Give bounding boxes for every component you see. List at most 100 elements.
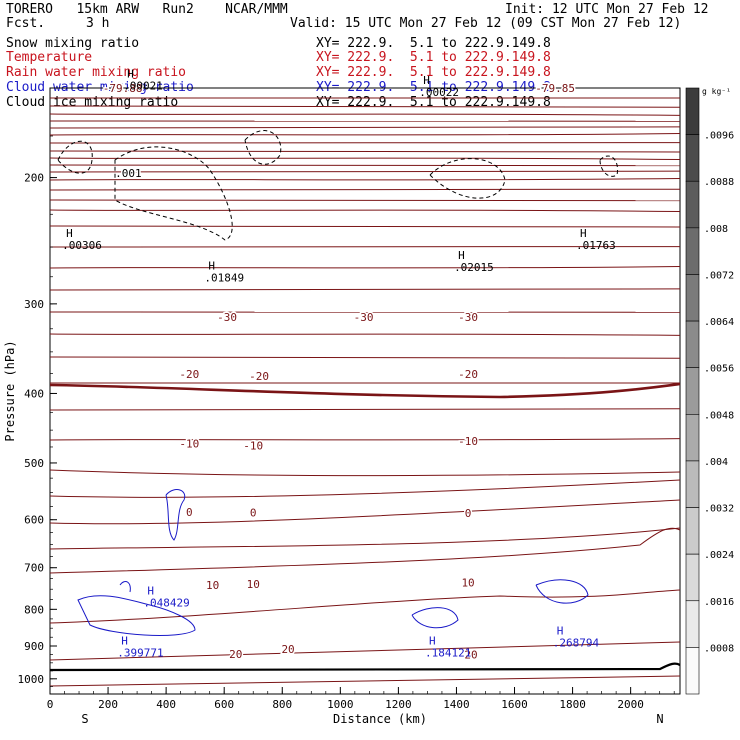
maximum-value: .399771 [117,646,163,659]
colorbar-swatch [685,553,700,602]
isotherm-line [49,178,681,181]
colorbar-tick-label: .0016 [704,597,734,608]
isotherm-label: 0 [186,506,193,519]
colorbar-swatch [685,600,700,648]
maximum-marker: H [121,634,128,647]
snow-ice-contour [114,146,233,241]
contour-labels: -79.88 -79.85 -30 -30 -30 -20 -20 -20 -10 -10 -10 0… [62,68,616,663]
temperature-isotherms [49,97,681,687]
y-tick-label: 600 [24,514,44,527]
isotherm-label: 10 [461,576,474,589]
maximum-value: .02015 [454,261,494,274]
colorbar-swatch [685,274,700,322]
terrain-path [49,662,681,672]
colorbar-tick-label: .0024 [704,550,734,561]
y-tick-label: 800 [24,603,44,616]
x-tick-label: 1800 [559,698,586,711]
field-cloudice-xy: XY= 222.9. 5.1 to 222.9.149.8 [316,95,551,110]
field-temperature-xy: XY= 222.9. 5.1 to 222.9.149.8 [316,50,551,65]
isotherm-label: 0 [465,507,472,520]
isotherm-line [49,499,681,525]
snow-ice-contour [57,140,93,174]
isotherm-line [49,408,681,411]
maximum-value: .01763 [576,239,616,252]
maximum-marker: H [429,634,436,647]
x-tick-label: 400 [156,698,176,711]
isotherm-line [49,675,681,687]
x-tick-label: 200 [98,698,118,711]
maximum-value: .00306 [62,239,102,252]
isotherm-label: -10 [179,438,199,451]
isotherm-line [49,288,681,291]
x-tick-label: 600 [214,698,234,711]
cloud-water-contour [119,581,131,593]
maximum-marker: H [580,227,587,240]
cloud-water-contour [411,607,459,629]
isotherm-zero-line [49,382,681,399]
y-tick-label: 400 [24,387,44,400]
isotherm-label: -79.88 [103,82,143,95]
colorbar-swatch [685,414,700,462]
colorbar-tick-label: .0032 [704,504,734,515]
isotherm-line [49,209,681,212]
maximum-marker: H [208,259,215,272]
isotherm-line [49,157,681,160]
x-tick-label: 1200 [385,698,412,711]
isotherm-label: -79.85 [535,82,575,95]
colorbar-swatch [685,180,700,229]
moisture-contours [57,130,619,636]
maximum-value: .184121 [425,646,471,659]
maximum-marker: H [458,249,465,262]
isotherm-label: -10 [458,435,478,448]
colorbar-tick-label: .0096 [704,131,734,142]
field-snow-name: Snow mixing ratio [6,36,140,51]
isotherm-label: 0 [250,506,257,519]
isotherm-line [49,641,681,661]
isotherm-line [49,589,681,624]
isotherm-label: -20 [249,370,269,383]
y-tick-label: 500 [24,457,44,470]
colorbar-tick-label: .0072 [704,270,734,281]
y-tick-label: 200 [24,172,44,185]
model-title: TORERO 15km ARW Run2 NCAR/MMM [6,2,288,17]
maximum-value: .00022 [419,86,459,99]
isotherm-line [49,225,681,228]
x-tick-label: 800 [272,698,292,711]
snow-ice-contour [244,130,282,165]
isotherm-line [49,527,681,550]
isotherm-line [49,164,681,167]
isotherm-line [49,479,681,498]
y-tick-label: 1000 [18,673,45,686]
isotherm-line [49,199,681,202]
isotherm-label: -30 [458,311,478,324]
isotherm-line [49,333,681,336]
fcst-value: 3 h [86,16,110,31]
colorbar-tick-label: .0008 [704,643,734,654]
maximum-marker: H [557,624,564,637]
isotherm-line [49,469,681,477]
axes: 0 200 400 600 800 1000 1200 1400 1600 1800 2000Dis… [3,87,675,726]
colorbar-tick-label: .008 [704,224,728,235]
isotherm-label: -20 [458,368,478,381]
endpoint-right-label: N [656,712,663,726]
isotherm-line [49,356,681,359]
cloud-water-contour [77,595,196,636]
y-axis-label: Pressure (hPa) [3,340,17,441]
maximum-value: .048429 [143,597,189,610]
isotherm-label: 20 [464,649,477,662]
maximum-marker: H [423,74,430,87]
colorbar-tick-label: .0088 [704,177,734,188]
fcst-label: Fcst. [6,16,46,31]
x-tick-label: 1000 [327,698,354,711]
isotherm-label: 10 [247,578,260,591]
init-time: Init: 12 UTC Mon 27 Feb 12 [505,2,709,17]
isotherm-label: -30 [217,311,237,324]
field-rain-xy: XY= 222.9. 5.1 to 222.9.149.8 [316,65,551,80]
isotherm-line [49,113,681,116]
isotherm-line [49,133,681,136]
maximum-value: .268794 [553,636,600,649]
isotherm-label: -30 [354,311,374,324]
x-tick-label: 0 [47,698,54,711]
isotherm-line [49,266,681,269]
contour-label: .001 [115,167,142,180]
